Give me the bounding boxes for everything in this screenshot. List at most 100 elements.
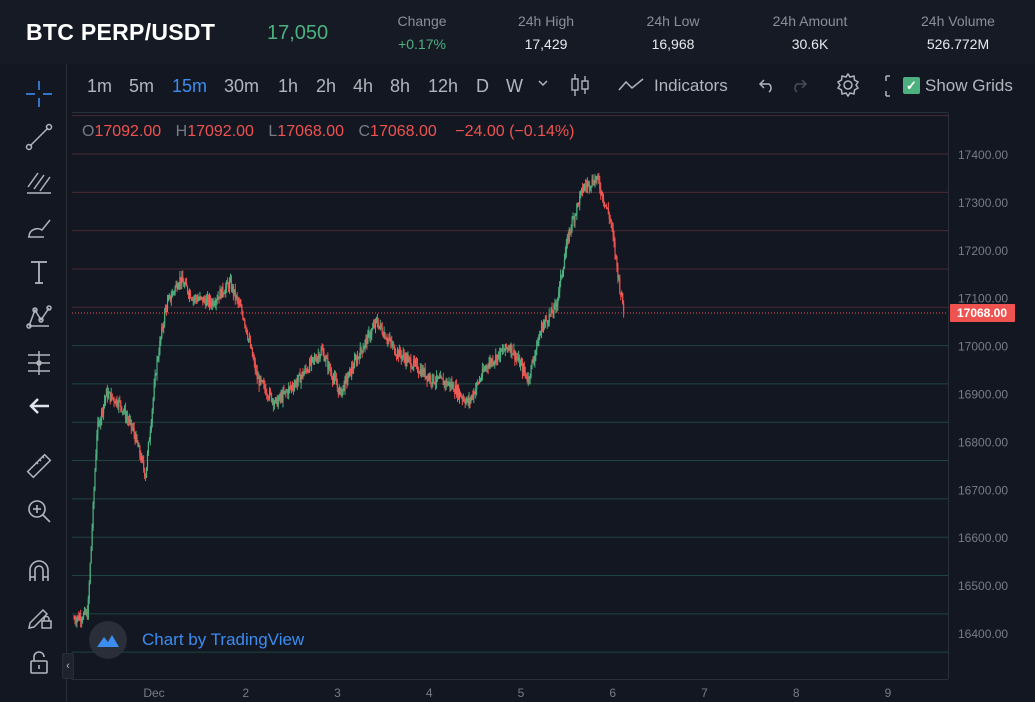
candle-body xyxy=(579,195,581,205)
candle-body xyxy=(571,218,573,229)
candle-body xyxy=(502,349,504,352)
candle-body xyxy=(427,375,429,381)
gear-icon[interactable] xyxy=(835,72,861,103)
interval-1m[interactable]: 1m xyxy=(87,76,113,96)
collapse-toolbar-button[interactable]: ‹ xyxy=(62,653,74,679)
tradingview-attribution[interactable]: Chart by TradingView xyxy=(142,630,305,649)
candle-body xyxy=(384,332,386,339)
stat-value: +0.17% xyxy=(398,36,446,52)
candle-body xyxy=(413,359,415,368)
candle-body xyxy=(159,341,161,354)
candle-body xyxy=(400,354,402,359)
lock-drawing-icon[interactable] xyxy=(19,599,59,633)
candle-body xyxy=(370,335,372,339)
ruler-icon[interactable] xyxy=(19,449,59,483)
interval-d[interactable]: D xyxy=(476,76,489,96)
candle-body xyxy=(123,410,125,412)
candle-body xyxy=(259,377,261,386)
magnet-icon[interactable] xyxy=(19,555,59,589)
fullscreen-icon[interactable] xyxy=(883,74,893,103)
indicators-icon[interactable] xyxy=(618,76,644,99)
candle-body xyxy=(227,282,229,285)
candle-body xyxy=(467,398,469,404)
text-icon[interactable] xyxy=(19,255,59,289)
candle-body xyxy=(560,275,563,277)
drawing-toolbar xyxy=(0,64,66,702)
candle-body xyxy=(317,354,319,358)
candle-body xyxy=(520,363,523,365)
crosshair-icon[interactable] xyxy=(19,77,59,111)
candle-body xyxy=(78,615,80,620)
candle-body xyxy=(497,354,499,362)
interval-5m[interactable]: 5m xyxy=(129,76,155,96)
interval-15m[interactable]: 15m xyxy=(172,76,208,96)
candle-body xyxy=(421,368,423,376)
tradingview-logo-icon[interactable] xyxy=(89,621,127,659)
time-tick-label: Dec xyxy=(143,686,164,700)
price-axis[interactable] xyxy=(948,113,1035,679)
candle-body xyxy=(574,214,576,222)
chevron-down-icon[interactable] xyxy=(536,76,550,95)
candle-body xyxy=(477,382,479,384)
candle-body xyxy=(322,349,324,353)
candle-body xyxy=(219,289,221,299)
fib-icon[interactable] xyxy=(19,165,59,199)
candle-body xyxy=(182,276,184,283)
candle-body xyxy=(610,219,612,225)
candle-body xyxy=(187,292,190,296)
indicators-button[interactable]: Indicators xyxy=(654,76,728,95)
brush-icon[interactable] xyxy=(19,210,59,244)
candle-body xyxy=(320,349,322,355)
candle-body xyxy=(266,394,268,396)
price-tick-label: 17300.00 xyxy=(958,196,1008,210)
candle-body xyxy=(379,323,381,326)
candle-body xyxy=(129,419,131,421)
candle-body xyxy=(124,408,127,419)
measure-icon[interactable] xyxy=(19,346,59,380)
candle-body xyxy=(435,375,438,383)
lock-icon[interactable] xyxy=(19,645,59,679)
candle-body xyxy=(480,377,483,380)
pair-title[interactable]: BTC PERP/USDT xyxy=(26,19,216,45)
candle-body xyxy=(115,399,117,404)
candle-body xyxy=(555,304,557,307)
candle-body xyxy=(313,357,316,359)
time-axis-labels: Dec 2 3 4 5 6 7 8 9 xyxy=(143,686,891,700)
candle-body xyxy=(489,360,491,364)
show-grids-checkbox[interactable]: ✓ xyxy=(903,77,920,94)
candle-body xyxy=(329,363,331,370)
candle-body xyxy=(437,377,440,379)
undo-icon[interactable] xyxy=(756,76,776,99)
pattern-icon[interactable] xyxy=(19,300,59,334)
candle-body xyxy=(82,613,85,619)
candle-body xyxy=(128,419,130,422)
candle-body xyxy=(352,366,354,369)
candle-body xyxy=(394,354,397,356)
zoom-in-icon[interactable] xyxy=(19,494,59,528)
back-arrow-icon[interactable] xyxy=(19,389,59,423)
time-axis[interactable] xyxy=(72,679,948,702)
candle-body xyxy=(604,205,607,207)
interval-4h[interactable]: 4h xyxy=(353,76,374,96)
interval-2h[interactable]: 2h xyxy=(316,76,337,96)
candle-style-icon[interactable] xyxy=(569,72,591,103)
trendline-icon[interactable] xyxy=(19,120,59,154)
candle-body xyxy=(216,299,218,301)
candle-series xyxy=(73,172,625,628)
redo-icon[interactable] xyxy=(790,76,810,99)
stat-value: 526.772M xyxy=(926,36,990,52)
interval-1h[interactable]: 1h xyxy=(278,76,299,96)
interval-8h[interactable]: 8h xyxy=(390,76,411,96)
show-grids-label[interactable]: Show Grids xyxy=(925,76,1013,95)
interval-12h[interactable]: 12h xyxy=(428,76,459,96)
candle-body xyxy=(73,618,75,620)
grid-lines xyxy=(72,115,948,653)
interval-30m[interactable]: 30m xyxy=(224,76,260,96)
candle-body xyxy=(75,620,77,623)
candle-body xyxy=(468,398,470,404)
candle-body xyxy=(314,357,317,360)
candle-body xyxy=(251,347,254,357)
interval-w[interactable]: W xyxy=(506,76,523,96)
candle-body xyxy=(243,318,245,321)
